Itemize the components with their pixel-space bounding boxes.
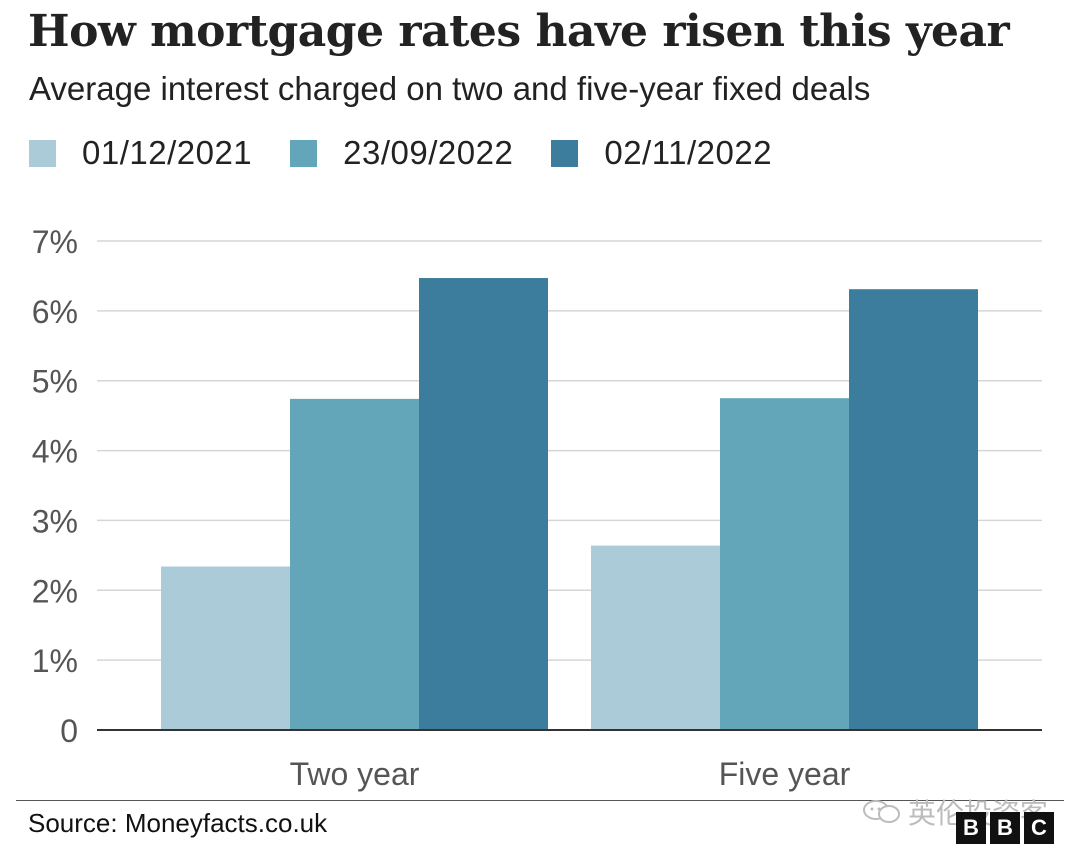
chart-subtitle: Average interest charged on two and five… [29,70,871,107]
y-tick-label: 5% [32,364,78,400]
bar [161,566,290,730]
chart-title: How mortgage rates have risen this year [28,6,1010,57]
bar [419,278,548,730]
legend-item-series-1: 01/12/2021 [29,134,252,172]
bbc-logo: B B C [956,812,1058,844]
source-note: Source: Moneyfacts.co.uk [28,808,328,838]
legend-item-series-3: 02/11/2022 [551,134,772,172]
bar [720,398,849,730]
y-tick-label: 1% [32,643,78,679]
y-tick-label: 3% [32,503,78,539]
bar [591,545,720,730]
legend-swatch-series-1 [29,139,56,167]
legend-item-series-2: 23/09/2022 [290,134,513,172]
y-tick-label: 0 [60,713,78,749]
bbc-logo-letter: C [1024,812,1054,844]
x-tick-label: Two year [290,756,420,792]
y-tick-label: 4% [32,434,78,470]
y-tick-label: 7% [32,224,78,260]
bar [849,289,978,730]
legend-swatch-series-3 [551,139,579,167]
legend-label-series-1: 01/12/2021 [82,134,253,171]
y-tick-label: 6% [32,294,78,330]
legend-swatch-series-2 [290,139,318,167]
legend: 01/12/2021 23/09/2022 02/11/2022 [29,134,810,172]
legend-label-series-2: 23/09/2022 [343,134,514,171]
legend-label-series-3: 02/11/2022 [604,134,773,171]
x-tick-label: Five year [719,756,851,792]
footer-divider [16,800,1064,801]
y-tick-label: 2% [32,573,78,609]
bar [290,398,419,730]
chat-bubbles-icon [863,800,900,823]
bbc-logo-letter: B [990,812,1020,844]
bar-chart: 0 1% 2% 3% 4% 5% 6% 7% Two year Five year [32,224,1042,792]
bbc-logo-letter: B [956,812,986,844]
